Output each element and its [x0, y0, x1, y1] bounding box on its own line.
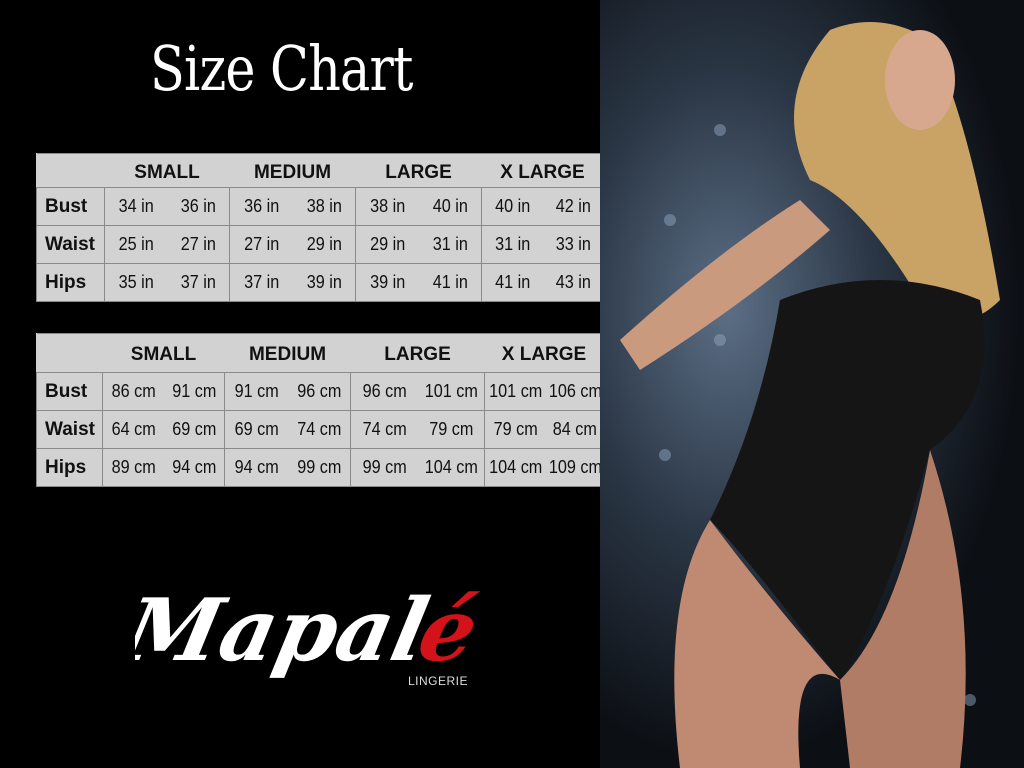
- measurement-value: 84 cm: [548, 410, 602, 449]
- page-title: Size Chart: [150, 32, 413, 105]
- measurement-value: 31 in: [421, 225, 479, 264]
- measurement-label: Bust: [36, 372, 103, 411]
- measurement-label: Waist: [36, 225, 105, 264]
- measurement-value: 25 in: [107, 225, 164, 264]
- measurement-value: 104 cm: [420, 448, 482, 487]
- measurement-value: 29 in: [358, 225, 416, 264]
- measurement-value: 91 cm: [227, 372, 285, 411]
- measurement-value: 101 cm: [420, 372, 482, 411]
- measurement-label: Hips: [36, 263, 105, 302]
- header-row: SMALL MEDIUM LARGE X LARGE: [36, 333, 604, 373]
- measurement-value: 42 in: [545, 187, 601, 226]
- measurement-value: 101 cm: [487, 372, 543, 411]
- table-row: Hips 35 in 37 in 37 in 39 in 39 in 41 in 41 in 4…: [36, 263, 604, 302]
- table-row: Waist 25 in 27 in 27 in 29 in 29 in 31 in 31 in…: [36, 225, 604, 264]
- measurement-value: 69 cm: [166, 410, 222, 449]
- measurement-value: 41 in: [421, 263, 479, 302]
- measurement-label: Waist: [36, 410, 103, 449]
- measurement-value: 74 cm: [353, 410, 415, 449]
- size-table-inches: SMALL MEDIUM LARGE X LARGE Bust 34 in 36 in 36 …: [36, 153, 605, 302]
- measurement-value: 94 cm: [227, 448, 285, 487]
- measurement-value: 34 in: [107, 187, 164, 226]
- size-header: LARGE: [350, 333, 485, 373]
- measurement-value: 106 cm: [548, 372, 602, 411]
- measurement-value: 37 in: [232, 263, 290, 302]
- logo-subtitle: LINGERIE: [408, 674, 469, 688]
- measurement-value: 99 cm: [290, 448, 348, 487]
- measurement-value: 94 cm: [166, 448, 222, 487]
- measurement-value: 38 in: [295, 187, 353, 226]
- measurement-value: 37 in: [169, 263, 227, 302]
- measurement-value: 91 cm: [166, 372, 222, 411]
- measurement-value: 27 in: [232, 225, 290, 264]
- measurement-value: 104 cm: [487, 448, 543, 487]
- size-table-cm: SMALL MEDIUM LARGE X LARGE Bust 86 cm 91 cm 91 …: [36, 333, 605, 487]
- measurement-value: 99 cm: [353, 448, 415, 487]
- measurement-value: 38 in: [358, 187, 416, 226]
- measurement-value: 79 cm: [487, 410, 543, 449]
- size-header: LARGE: [355, 153, 482, 188]
- table-row: Bust 34 in 36 in 36 in 38 in 38 in 40 in 40 in 4…: [36, 187, 604, 226]
- measurement-label: Bust: [36, 187, 105, 226]
- measurement-value: 96 cm: [290, 372, 348, 411]
- measurement-value: 69 cm: [227, 410, 285, 449]
- measurement-value: 35 in: [107, 263, 164, 302]
- measurement-value: 86 cm: [105, 372, 161, 411]
- header-row: SMALL MEDIUM LARGE X LARGE: [36, 153, 604, 188]
- measurement-value: 41 in: [484, 263, 540, 302]
- size-header: X LARGE: [484, 333, 604, 373]
- table-row: Bust 86 cm 91 cm 91 cm 96 cm 96 cm 101 cm 101 c…: [36, 372, 604, 411]
- measurement-value: 40 in: [484, 187, 540, 226]
- measurement-value: 89 cm: [105, 448, 161, 487]
- measurement-value: 27 in: [169, 225, 227, 264]
- measurement-value: 74 cm: [290, 410, 348, 449]
- measurement-value: 96 cm: [353, 372, 415, 411]
- measurement-label: Hips: [36, 448, 103, 487]
- size-header: MEDIUM: [224, 333, 351, 373]
- size-header: MEDIUM: [229, 153, 356, 188]
- measurement-value: 31 in: [484, 225, 540, 264]
- measurement-value: 33 in: [545, 225, 601, 264]
- brand-logo: Mapal é: [135, 579, 487, 681]
- measurement-value: 29 in: [295, 225, 353, 264]
- measurement-value: 43 in: [545, 263, 601, 302]
- size-header: X LARGE: [481, 153, 604, 188]
- size-header: SMALL: [102, 333, 225, 373]
- measurement-value: 109 cm: [548, 448, 602, 487]
- measurement-value: 36 in: [169, 187, 227, 226]
- measurement-value: 39 in: [295, 263, 353, 302]
- measurement-value: 39 in: [358, 263, 416, 302]
- table-row: Hips 89 cm 94 cm 94 cm 99 cm 99 cm 104 cm 104 c…: [36, 448, 604, 487]
- svg-text:Mapal: Mapal: [135, 579, 437, 681]
- measurement-value: 36 in: [232, 187, 290, 226]
- measurement-value: 79 cm: [420, 410, 482, 449]
- corner-cell: [36, 333, 103, 373]
- table-row: Waist 64 cm 69 cm 69 cm 74 cm 74 cm 79 cm 79 cm…: [36, 410, 604, 449]
- measurement-value: 64 cm: [105, 410, 161, 449]
- size-header: SMALL: [104, 153, 230, 188]
- corner-cell: [36, 153, 105, 188]
- model-photo: [600, 0, 1024, 768]
- measurement-value: 40 in: [421, 187, 479, 226]
